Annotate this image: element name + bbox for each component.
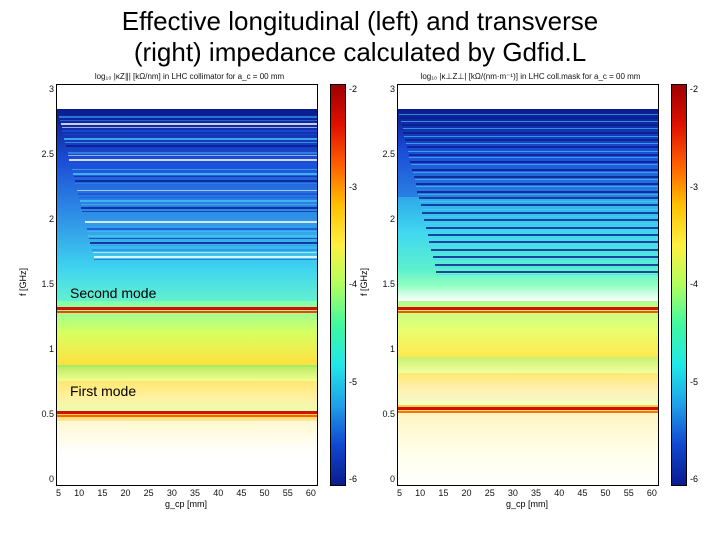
ylabel-left: f [GHz] bbox=[18, 284, 30, 296]
colorbar-wrap-right: -2-3-4-5-6 bbox=[671, 84, 698, 486]
plot-right bbox=[397, 84, 659, 486]
colorbar-ticks-right: -2-3-4-5-6 bbox=[687, 84, 698, 484]
colorbar-wrap-left: -2-3-4-5-6 bbox=[330, 84, 357, 486]
plot-wrap-left: f [GHz] 32.521.510.50 Second modeFirst m… bbox=[22, 84, 357, 509]
plot-left: Second mode First mode bbox=[56, 84, 318, 486]
xaxis-right: 51015202530354045505560 bbox=[397, 486, 657, 498]
ylabel-right: f [GHz] bbox=[359, 284, 371, 296]
yaxis-left: 32.521.510.50 bbox=[34, 84, 56, 484]
plot-wrap-right: f [GHz] 32.521.510.50 510152025303540455… bbox=[363, 84, 698, 509]
colorbar-ticks-left: -2-3-4-5-6 bbox=[346, 84, 357, 484]
panel-left: log₁₀ |κZ∥| [kΩ/nm] in LHC collimator fo… bbox=[22, 72, 357, 509]
colorbar-left bbox=[330, 84, 346, 486]
annotation: First mode bbox=[70, 383, 136, 399]
xlabel-left: g_cp [mm] bbox=[56, 498, 316, 509]
plot-title-right: log₁₀ |κ⊥Z⊥| [kΩ/(nm·m⁻¹)] in LHC coll.m… bbox=[421, 72, 641, 84]
panels-container: log₁₀ |κZ∥| [kΩ/nm] in LHC collimator fo… bbox=[0, 68, 720, 509]
yaxis-right: 32.521.510.50 bbox=[375, 84, 397, 484]
title-line2: (right) impedance calculated by Gdfid.L bbox=[134, 37, 586, 67]
xlabel-right: g_cp [mm] bbox=[397, 498, 657, 509]
colorbar-right bbox=[671, 84, 687, 486]
xaxis-left: 51015202530354045505560 bbox=[56, 486, 316, 498]
annotation: Second mode bbox=[70, 285, 156, 301]
page-title: Effective longitudinal (left) and transv… bbox=[0, 0, 720, 68]
title-line1: Effective longitudinal (left) and transv… bbox=[122, 6, 598, 36]
panel-right: log₁₀ |κ⊥Z⊥| [kΩ/(nm·m⁻¹)] in LHC coll.m… bbox=[363, 72, 698, 509]
plot-title-left: log₁₀ |κZ∥| [kΩ/nm] in LHC collimator fo… bbox=[95, 72, 284, 84]
